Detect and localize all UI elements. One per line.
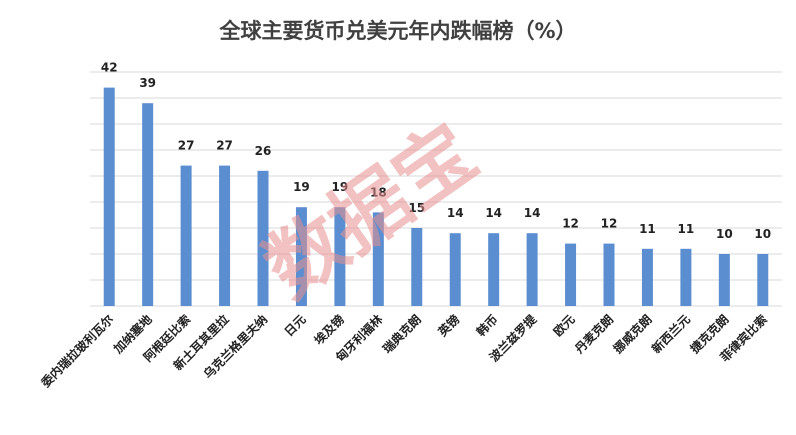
chart-title: 全球主要货币兑美元年内跌幅榜（%）	[218, 19, 576, 43]
data-label: 12	[601, 217, 618, 231]
category-label: 日元	[282, 312, 309, 339]
data-label: 42	[101, 61, 118, 75]
gridlines	[90, 71, 782, 307]
bar	[372, 212, 384, 306]
bar	[718, 254, 730, 306]
bar	[603, 243, 615, 306]
category-label: 英镑	[435, 312, 463, 340]
data-label: 11	[678, 222, 695, 236]
bar	[295, 207, 307, 306]
bar	[411, 228, 423, 306]
category-label: 丹麦克朗	[572, 312, 617, 357]
bar	[103, 87, 115, 306]
data-labels: 42 39 27 27 26 19 19 18 15 14 14 14 12 12 11 11 10 10	[101, 61, 771, 241]
data-label: 10	[754, 227, 771, 241]
data-label: 10	[716, 227, 733, 241]
category-label: 挪威克朗	[610, 312, 655, 357]
bar	[142, 103, 154, 306]
bar	[526, 233, 538, 306]
category-label: 埃及镑	[311, 312, 347, 348]
data-label: 27	[216, 139, 233, 153]
category-label: 委内瑞拉玻利瓦尔	[37, 312, 116, 391]
data-label: 27	[178, 139, 195, 153]
category-label: 韩币	[473, 312, 501, 340]
category-label: 瑞典克朗	[379, 312, 424, 357]
bar	[257, 170, 269, 306]
data-label: 39	[139, 76, 156, 90]
data-label: 11	[639, 222, 656, 236]
bar	[180, 165, 192, 306]
bar	[641, 248, 653, 306]
data-label: 12	[562, 217, 579, 231]
bar	[449, 233, 461, 306]
bar	[680, 248, 692, 306]
data-label: 18	[370, 185, 387, 199]
bar	[565, 243, 577, 306]
bar	[219, 165, 231, 306]
data-label: 19	[332, 180, 349, 194]
bars	[103, 87, 769, 306]
data-label: 19	[293, 180, 310, 194]
data-label: 14	[485, 206, 502, 220]
category-label: 新西兰元	[648, 312, 693, 357]
category-label: 欧元	[550, 312, 578, 340]
data-label: 14	[524, 206, 541, 220]
data-label: 26	[255, 144, 272, 158]
bar	[488, 233, 500, 306]
bar	[334, 207, 346, 306]
data-label: 15	[408, 201, 425, 215]
data-label: 14	[447, 206, 464, 220]
bar	[757, 254, 769, 306]
